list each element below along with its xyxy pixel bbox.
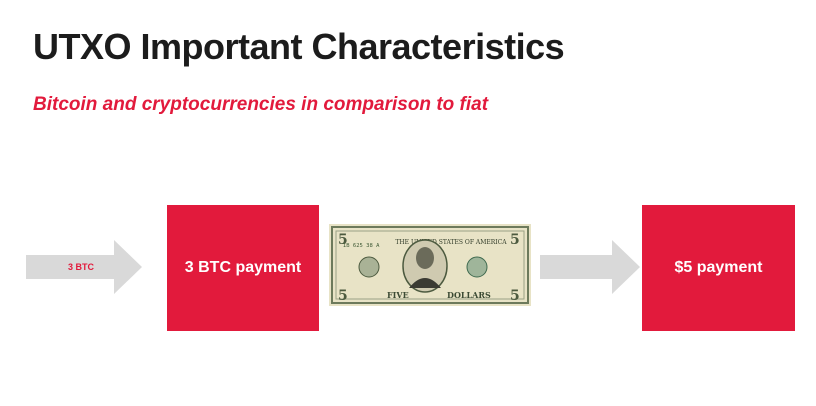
bill-serial-text: IB 625 38 A — [343, 243, 380, 249]
five-dollar-bill-image: 5 5 5 5 THE UNITED STATES OF AMERICA IB … — [329, 224, 531, 306]
slide-title: UTXO Important Characteristics — [33, 26, 565, 67]
usd-payment-label: $5 payment — [674, 259, 763, 276]
btc-payment-label: 3 BTC payment — [184, 259, 302, 276]
bill-word-dollars: DOLLARS — [447, 290, 491, 300]
btc-payment-box: 3 BTC payment — [167, 205, 319, 331]
input-arrow — [26, 240, 142, 294]
usd-payment-box: $5 payment — [642, 205, 795, 331]
bill-header-text: THE UNITED STATES OF AMERICA — [395, 239, 507, 246]
bill-corner-numeral-tr: 5 — [510, 232, 520, 248]
bill-word-five: FIVE — [387, 290, 409, 300]
output-arrow — [540, 240, 640, 294]
input-arrow-label: 3 BTC — [68, 262, 95, 272]
bill-corner-numeral-tl: 5 — [338, 232, 348, 248]
slide-subtitle: Bitcoin and cryptocurrencies in comparis… — [33, 94, 489, 115]
bill-corner-numeral-br: 5 — [510, 288, 520, 304]
bill-corner-numeral-bl: 5 — [338, 288, 348, 304]
